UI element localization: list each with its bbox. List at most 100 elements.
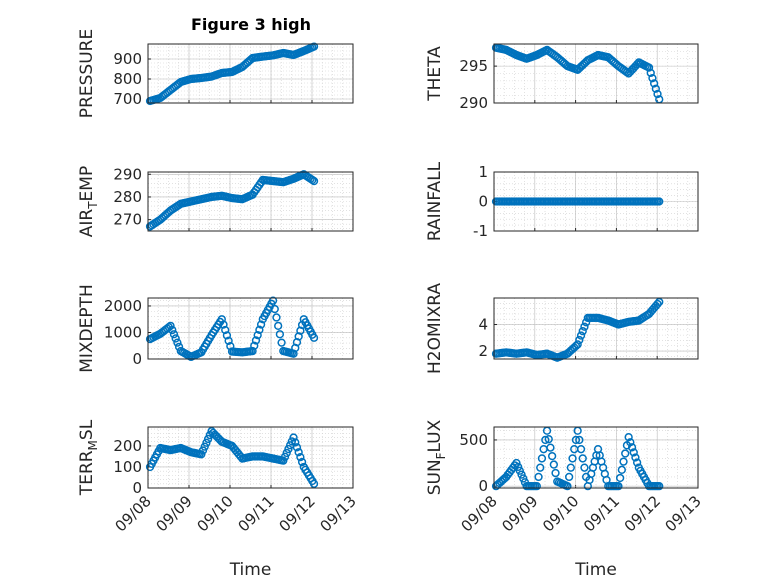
y-tick-label: 0 [478,193,488,211]
data-point [575,335,584,345]
data-point [576,445,586,454]
data-point [309,176,319,186]
data-point [563,482,572,491]
data-point [537,454,547,463]
data-point [297,457,307,467]
x-axis-label: Time [574,560,617,580]
data-point [289,433,298,442]
data-point [655,482,664,491]
data-point [275,330,285,339]
data-point [578,454,587,463]
y-tick-label: 295 [459,57,488,75]
data-point [564,472,574,482]
data-point [268,296,278,305]
y-axis-label: SUNFLUX [425,419,448,495]
data-point [221,325,230,335]
data-point [284,444,293,454]
plot-area [148,44,353,103]
data-point [217,315,226,324]
x-tick-label: 09/08 [458,492,501,535]
y-tick-label: 500 [459,431,488,449]
data-point [631,453,640,462]
data-point [655,197,664,206]
x-tick-label: 09/10 [539,492,582,535]
data-point [573,340,582,349]
data-point [309,479,319,488]
data-point [171,334,180,343]
x-tick-label: 09/13 [317,492,360,535]
y-tick-label: 0 [132,350,142,368]
data-point [546,443,555,452]
y-tick-label: 1 [478,163,488,181]
data-point [291,438,300,447]
data-point [534,472,543,482]
data-point [256,320,266,329]
data-point [580,322,589,331]
x-tick-label: 09/12 [621,492,664,535]
data-point [222,331,232,340]
data-point [203,434,213,444]
subplot-h2omixra: 2 4 H2OMIXRA [425,283,699,374]
data-point [580,463,589,472]
y-tick-label: 900 [113,50,142,68]
data-point [512,458,521,468]
data-point [655,297,664,307]
data-point [571,341,581,351]
data-point [646,68,655,78]
y-tick-label: 100 [113,458,142,476]
subplots: 700 800 900 PRESSURE 290 295 THETA 270 280 290 AIR… [77,29,705,580]
data-point [277,338,286,347]
x-tick-label: 09/10 [194,492,237,535]
axes-frame [147,171,354,232]
data-point [621,449,630,458]
subplot-terr-msl: 0 100 200 TERRMSL 09/0809/0909/1009/1109/120… [77,419,360,580]
data-point [515,466,524,475]
data-point [644,63,654,72]
data-point [197,450,206,459]
data-point [653,89,662,99]
y-tick-label: 200 [113,437,142,455]
data-point [651,84,660,93]
data-point [532,482,541,491]
y-axis-label: RAINFALL [425,161,445,241]
subplot-theta: 290 295 THETA [425,43,699,112]
subplot-air-temp: 270 280 290 AIRTEMP [77,165,354,237]
y-axis-label: MIXDEPTH [77,284,97,373]
data-point [551,468,560,478]
figure-title: Figure 3 high [191,15,311,34]
data-point [224,336,233,345]
data-point [173,338,182,347]
data-point [280,452,290,461]
axes-frame [147,43,354,104]
x-tick-label: 09/08 [112,492,155,535]
data-point [547,451,557,461]
data-point [632,458,642,467]
data-point [517,470,526,479]
data-point [250,341,259,350]
data-point [614,482,623,491]
data-point [309,333,319,342]
data-point [294,448,303,457]
data-point [274,321,283,330]
y-tick-label: -1 [473,222,488,240]
axes-frame [493,426,699,489]
data-point [624,433,633,442]
data-point [649,79,659,88]
data-point [617,465,626,474]
data-point [219,320,228,329]
data-point [253,330,262,340]
y-axis-label: TERRMSL [77,419,100,496]
data-point [296,452,305,462]
x-tick-label: 09/11 [235,492,278,535]
data-point [309,42,319,51]
subplot-pressure: 700 800 900 PRESSURE [77,29,354,118]
data-point [536,463,545,472]
x-tick-label: 09/12 [276,492,319,535]
y-tick-label: 270 [113,211,142,229]
y-axis-label: PRESSURE [77,29,97,118]
data-point [576,331,586,340]
data-point [544,435,553,444]
y-tick-label: 280 [113,188,142,206]
